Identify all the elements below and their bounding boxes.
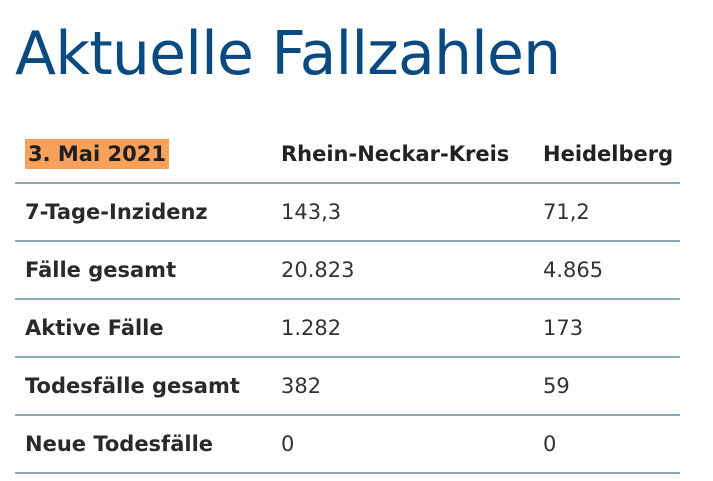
column-header-heidelberg: Heidelberg — [533, 126, 680, 184]
column-header-rhein-neckar-kreis: Rhein-Neckar-Kreis — [271, 126, 533, 184]
value-rhein-neckar-kreis: 382 — [271, 357, 533, 416]
value-heidelberg: 59 — [533, 357, 680, 416]
value-heidelberg: 71,2 — [533, 183, 680, 242]
value-rhein-neckar-kreis: 1.282 — [271, 299, 533, 358]
table-row: Aktive Fälle 1.282 173 — [15, 299, 680, 358]
row-label-neue-todesfaelle: Neue Todesfälle — [15, 415, 271, 474]
value-heidelberg: 173 — [533, 299, 680, 358]
row-label-aktive-faelle: Aktive Fälle — [15, 299, 271, 358]
value-heidelberg: 0 — [533, 415, 680, 474]
table-row: Fälle gesamt 20.823 4.865 — [15, 241, 680, 300]
case-numbers-table: 3. Mai 2021 Rhein-Neckar-Kreis Heidelber… — [15, 126, 680, 474]
value-heidelberg: 4.865 — [533, 241, 680, 300]
table-row: 7-Tage-Inzidenz 143,3 71,2 — [15, 183, 680, 242]
value-rhein-neckar-kreis: 20.823 — [271, 241, 533, 300]
date-badge: 3. Mai 2021 — [25, 139, 169, 169]
row-label-todesfaelle-gesamt: Todesfälle gesamt — [15, 357, 271, 416]
row-label-7-tage-inzidenz: 7-Tage-Inzidenz — [15, 183, 271, 242]
value-rhein-neckar-kreis: 143,3 — [271, 183, 533, 242]
table-row: Neue Todesfälle 0 0 — [15, 415, 680, 474]
table-row: Todesfälle gesamt 382 59 — [15, 357, 680, 416]
row-label-faelle-gesamt: Fälle gesamt — [15, 241, 271, 300]
table-header-row: 3. Mai 2021 Rhein-Neckar-Kreis Heidelber… — [15, 126, 680, 184]
page-title: Aktuelle Fallzahlen — [15, 19, 561, 89]
date-header-cell: 3. Mai 2021 — [15, 126, 271, 184]
value-rhein-neckar-kreis: 0 — [271, 415, 533, 474]
